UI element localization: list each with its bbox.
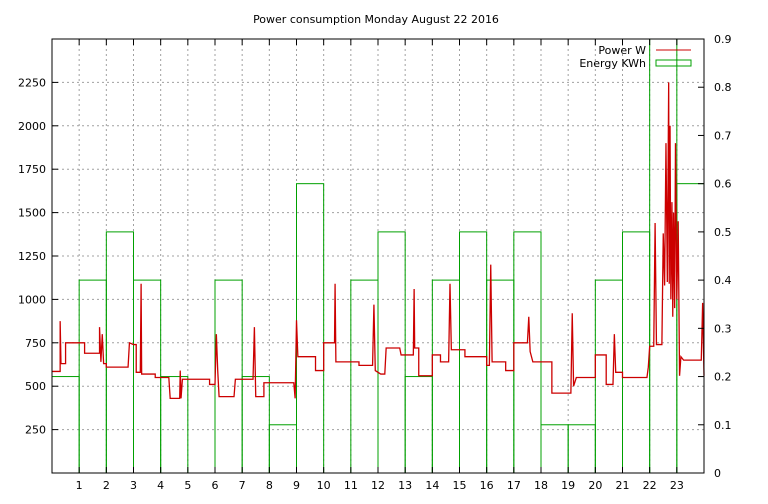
x-tick-label: 21	[616, 479, 630, 492]
x-tick-label: 14	[425, 479, 439, 492]
x-tick-label: 7	[239, 479, 246, 492]
x-tick-label: 16	[480, 479, 494, 492]
y-right-tick-label: 0.2	[714, 371, 732, 384]
y-right-tick-label: 0.5	[714, 226, 732, 239]
y-left-tick-label: 2250	[18, 76, 46, 89]
energy-bar	[214, 279, 243, 474]
x-tick-label: 2	[103, 479, 110, 492]
x-tick-label: 20	[588, 479, 602, 492]
energy-bar	[133, 279, 162, 474]
x-tick-label: 8	[266, 479, 273, 492]
legend-power-label: Power W	[598, 44, 646, 57]
y-left-tick-label: 1750	[18, 163, 46, 176]
y-right-tick-label: 0.7	[714, 129, 732, 142]
energy-bar	[160, 376, 189, 474]
x-tick-label: 3	[130, 479, 137, 492]
x-tick-label: 19	[561, 479, 575, 492]
x-tick-label: 22	[643, 479, 657, 492]
x-tick-label: 1	[76, 479, 83, 492]
legend-energy-label: Energy KWh	[579, 57, 646, 70]
y-left-tick-label: 1000	[18, 293, 46, 306]
y-left-tick-label: 2000	[18, 120, 46, 133]
y-right-tick-label: 0.1	[714, 419, 732, 432]
y-right-tick-label: 0.8	[714, 81, 732, 94]
x-tick-label: 17	[507, 479, 521, 492]
x-tick-label: 4	[157, 479, 164, 492]
energy-bar	[459, 231, 488, 474]
energy-bar	[431, 279, 461, 474]
x-tick-label: 15	[453, 479, 467, 492]
energy-bar	[622, 231, 651, 474]
energy-bar	[404, 376, 433, 474]
energy-bar	[78, 279, 107, 474]
power-line	[52, 82, 705, 399]
energy-bar	[296, 183, 325, 474]
energy-bar	[268, 424, 298, 474]
energy-bar	[540, 424, 569, 474]
energy-bar	[51, 376, 80, 474]
x-tick-label: 5	[184, 479, 191, 492]
y-right-tick-label: 0.9	[714, 33, 732, 46]
y-right-tick-label: 0	[714, 467, 721, 480]
y-left-tick-label: 500	[25, 380, 46, 393]
x-tick-label: 23	[670, 479, 684, 492]
y-left-tick-label: 1250	[18, 250, 46, 263]
y-right-tick-label: 0.4	[714, 274, 732, 287]
x-tick-label: 11	[344, 479, 358, 492]
power-series	[52, 82, 705, 399]
x-tick-label: 13	[398, 479, 412, 492]
x-tick-label: 9	[293, 479, 300, 492]
x-tick-label: 12	[371, 479, 385, 492]
legend-energy-swatch	[655, 59, 692, 67]
y-right-tick-label: 0.3	[714, 322, 732, 335]
y-right-tick-label: 0.6	[714, 178, 732, 191]
x-tick-label: 18	[534, 479, 548, 492]
y-left-tick-label: 750	[25, 337, 46, 350]
energy-bar	[567, 424, 596, 474]
axis-ticks: 1 2 3 4 5 6 7 8 9 10 11 12 13 14 15 16 17 18 19 20 21 22 23250…	[18, 33, 732, 492]
x-tick-label: 6	[212, 479, 219, 492]
energy-bar	[513, 231, 542, 474]
chart-title: Power consumption Monday August 22 2016	[253, 13, 499, 26]
y-left-tick-label: 1500	[18, 207, 46, 220]
legend: Power W Energy KWh	[579, 44, 692, 70]
y-left-tick-label: 250	[25, 424, 46, 437]
x-tick-label: 10	[317, 479, 331, 492]
energy-bar	[594, 279, 623, 474]
